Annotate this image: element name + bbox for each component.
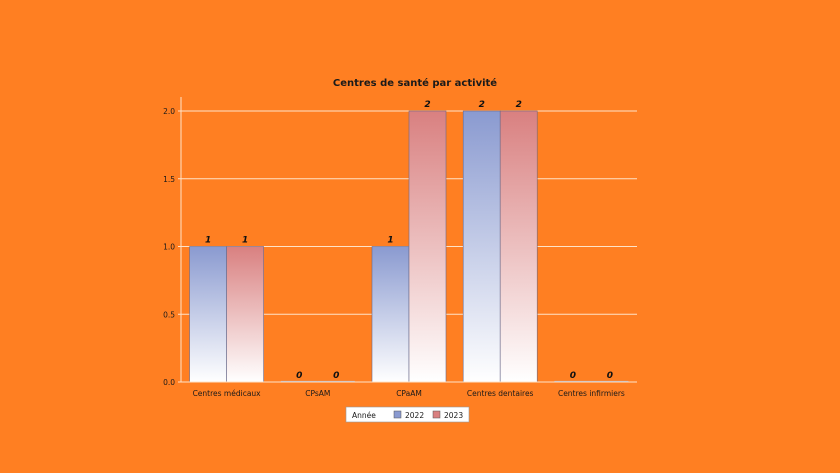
bar-2023-2 (408, 110, 447, 383)
data-labels: 1 0 1 2 0 1 0 2 2 0 (205, 100, 613, 381)
bar-2022-3 (462, 110, 501, 383)
x-category-label: Centres infirmiers (558, 389, 625, 398)
data-label: 0 (296, 371, 302, 381)
legend: Année 2022 2023 (345, 406, 470, 423)
data-label: 0 (570, 371, 576, 381)
bars (189, 110, 629, 383)
bar-2023-0 (226, 246, 264, 383)
bar-2022-2 (371, 246, 410, 383)
y-tick-label: 0.0 (163, 378, 175, 387)
legend-swatch-2023 (432, 410, 441, 419)
y-tick-label: 2.0 (163, 107, 175, 116)
chart-title: Centres de santé par activité (333, 77, 497, 89)
bar-2023-3 (499, 110, 538, 383)
data-label: 0 (333, 371, 339, 381)
data-label: 1 (387, 236, 393, 246)
data-label: 0 (607, 371, 613, 381)
x-category-label: Centres médicaux (193, 389, 262, 398)
y-tick-label: 1.0 (163, 243, 175, 252)
data-label: 2 (424, 100, 430, 110)
data-label: 1 (242, 236, 248, 246)
x-category-label: CPaAM (396, 389, 422, 398)
legend-swatch-2022 (393, 410, 402, 419)
data-label: 2 (516, 100, 522, 110)
x-category-label: CPsAM (305, 389, 330, 398)
axes: 0.0 0.5 1.0 1.5 2.0 Centres médicaux CPsAM CPaA… (163, 97, 637, 398)
legend-label: 2022 (405, 411, 424, 420)
y-tick-label: 0.5 (163, 310, 175, 319)
bar-2022-0 (189, 246, 227, 383)
data-label: 2 (479, 100, 485, 110)
legend-title: Année (352, 411, 376, 420)
x-category-label: Centres dentaires (467, 389, 534, 398)
data-label: 1 (205, 236, 211, 246)
y-tick-label: 1.5 (163, 175, 175, 184)
legend-label: 2023 (444, 411, 463, 420)
